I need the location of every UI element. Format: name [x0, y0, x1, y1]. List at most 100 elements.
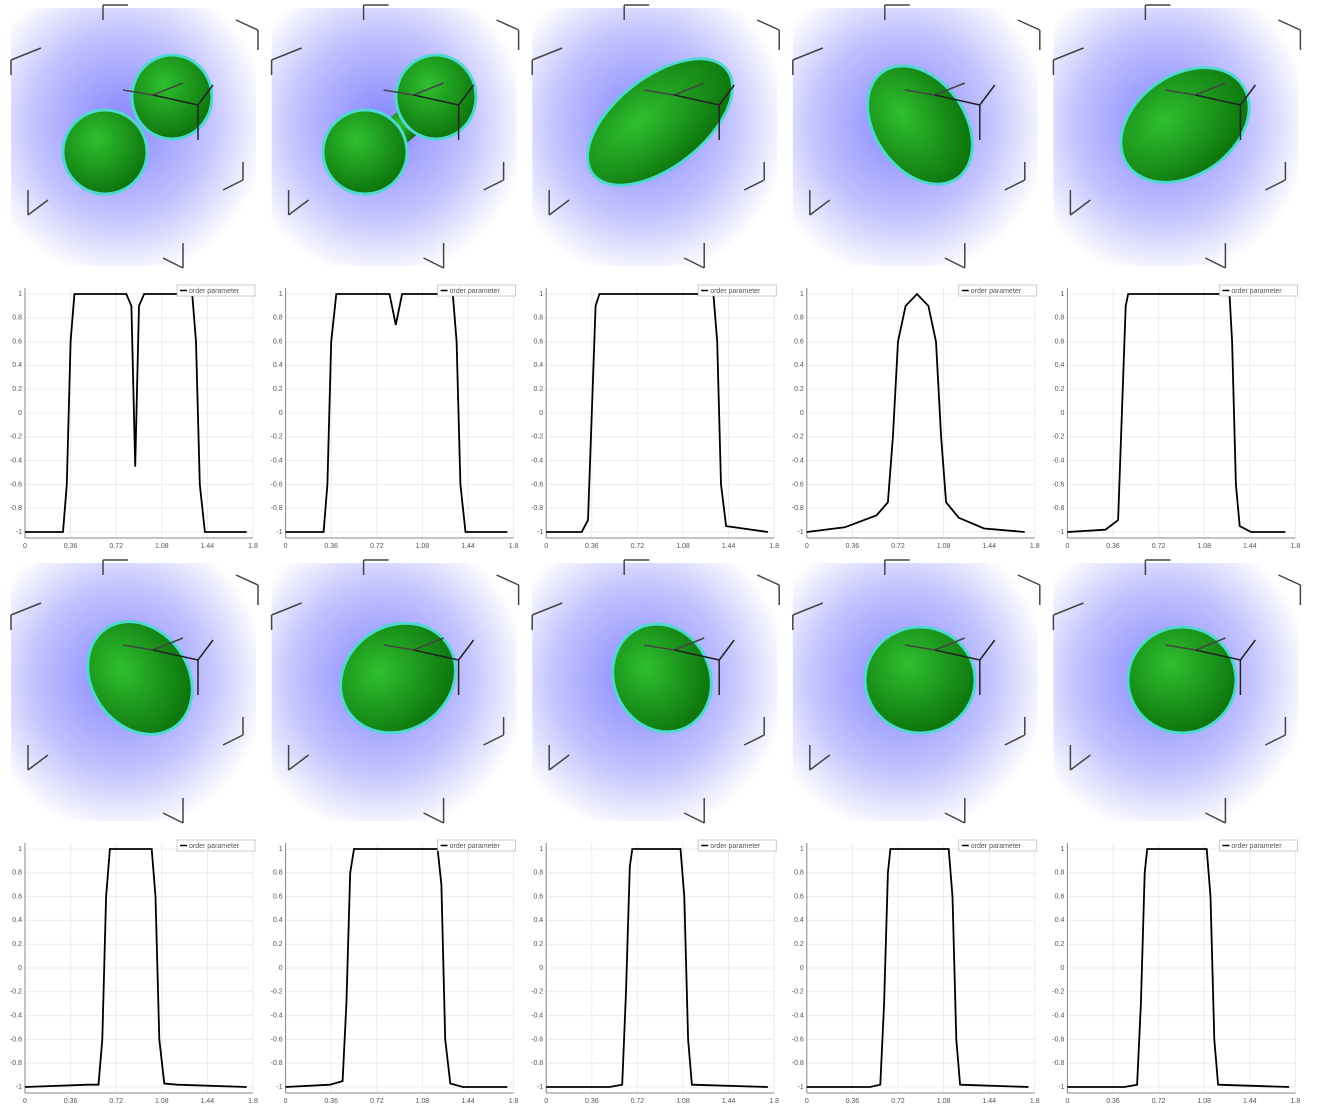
- legend-label: order parameter: [189, 288, 240, 295]
- x-tick-label: 1.44: [1243, 1098, 1257, 1105]
- y-tick-label: 0.2: [12, 386, 22, 393]
- y-tick-label: -0.4: [792, 457, 804, 464]
- x-tick-label: 1.44: [1243, 543, 1257, 550]
- y-tick-label: -0.8: [531, 505, 543, 512]
- x-tick-label: 0.72: [631, 543, 645, 550]
- y-tick-label: 1: [800, 846, 804, 853]
- y-tick-label: 0.4: [273, 917, 283, 924]
- x-tick-label: 1.08: [937, 1098, 951, 1105]
- y-tick-label: 0.2: [12, 941, 22, 948]
- y-tick-label: -0.2: [1052, 434, 1064, 441]
- legend-label: order parameter: [971, 843, 1022, 850]
- legend-label: order parameter: [189, 843, 240, 850]
- x-tick-label: 0.72: [891, 543, 905, 550]
- y-tick-label: -1: [798, 529, 804, 536]
- x-tick-label: 0: [23, 543, 27, 550]
- x-tick-label: 1.08: [155, 1098, 169, 1105]
- y-tick-label: -0.2: [271, 434, 283, 441]
- y-tick-label: 0.6: [273, 338, 283, 345]
- x-tick-label: 1.8: [509, 543, 519, 550]
- y-tick-label: -0.8: [10, 505, 22, 512]
- y-tick-label: 0.6: [1055, 338, 1065, 345]
- y-tick-label: -0.8: [1052, 505, 1064, 512]
- y-tick-label: -0.6: [10, 481, 22, 488]
- y-tick-label: -0.8: [792, 505, 804, 512]
- y-tick-label: 0.6: [12, 893, 22, 900]
- y-tick-label: 1: [18, 846, 22, 853]
- y-tick-label: -0.4: [271, 457, 283, 464]
- y-tick-label: 0: [1060, 410, 1064, 417]
- x-tick-label: 1.08: [676, 543, 690, 550]
- y-tick-label: -0.2: [531, 989, 543, 996]
- x-tick-label: 0: [1065, 1098, 1069, 1105]
- y-tick-label: -0.2: [792, 434, 804, 441]
- x-tick-label: 0.36: [1106, 543, 1120, 550]
- y-tick-label: -0.8: [1052, 1060, 1064, 1067]
- y-tick-label: -0.2: [531, 434, 543, 441]
- x-tick-label: 1.8: [1030, 1098, 1040, 1105]
- y-tick-label: 0.8: [12, 870, 22, 877]
- y-tick-label: -0.6: [531, 481, 543, 488]
- y-tick-label: -0.8: [531, 1060, 543, 1067]
- y-tick-label: 0.2: [794, 386, 804, 393]
- x-tick-label: 0: [284, 1098, 288, 1105]
- droplet: [865, 627, 975, 733]
- y-tick-label: -0.8: [792, 1060, 804, 1067]
- y-tick-label: 0.2: [273, 386, 283, 393]
- y-tick-label: -0.2: [10, 434, 22, 441]
- legend-label: order parameter: [450, 843, 501, 850]
- x-tick-label: 0.36: [846, 1098, 860, 1105]
- x-tick-label: 1.08: [155, 543, 169, 550]
- x-tick-label: 0.72: [109, 1098, 123, 1105]
- y-tick-label: -0.6: [1052, 1036, 1064, 1043]
- x-tick-label: 0.72: [370, 1098, 384, 1105]
- y-tick-label: -0.4: [792, 1012, 804, 1019]
- x-tick-label: 0: [544, 1098, 548, 1105]
- x-tick-label: 0: [23, 1098, 27, 1105]
- droplet: [1128, 627, 1236, 733]
- y-tick-label: 0: [800, 965, 804, 972]
- y-tick-label: 0.4: [1055, 362, 1065, 369]
- y-tick-label: 0.8: [1055, 870, 1065, 877]
- y-tick-label: 0.4: [273, 362, 283, 369]
- x-tick-label: 0.72: [109, 543, 123, 550]
- y-tick-label: 0.4: [12, 362, 22, 369]
- x-tick-label: 0.36: [64, 543, 78, 550]
- x-tick-label: 1.44: [201, 1098, 215, 1105]
- y-tick-label: 0: [1060, 965, 1064, 972]
- y-tick-label: 0.4: [533, 362, 543, 369]
- x-tick-label: 1.8: [1291, 1098, 1301, 1105]
- y-tick-label: -0.4: [10, 457, 22, 464]
- x-tick-label: 1.08: [416, 1098, 430, 1105]
- y-tick-label: 0: [539, 965, 543, 972]
- y-tick-label: 0: [18, 410, 22, 417]
- y-tick-label: -0.6: [10, 1036, 22, 1043]
- x-tick-label: 1.08: [1197, 1098, 1211, 1105]
- y-tick-label: 0: [539, 410, 543, 417]
- droplet: [63, 110, 147, 194]
- x-tick-label: 0: [544, 543, 548, 550]
- x-tick-label: 0.36: [585, 1098, 599, 1105]
- y-tick-label: 0.2: [533, 941, 543, 948]
- x-tick-label: 1.8: [769, 543, 779, 550]
- y-tick-label: 0.4: [533, 917, 543, 924]
- x-tick-label: 0.72: [891, 1098, 905, 1105]
- y-tick-label: -0.4: [531, 457, 543, 464]
- x-tick-label: 0.36: [324, 1098, 338, 1105]
- y-tick-label: 0.6: [794, 893, 804, 900]
- y-tick-label: -1: [537, 529, 543, 536]
- x-tick-label: 0: [805, 543, 809, 550]
- x-tick-label: 1.44: [461, 1098, 475, 1105]
- y-tick-label: -1: [798, 1084, 804, 1091]
- y-tick-label: -1: [276, 529, 282, 536]
- x-tick-label: 1.44: [201, 543, 215, 550]
- y-tick-label: -0.4: [1052, 457, 1064, 464]
- y-tick-label: -0.2: [1052, 989, 1064, 996]
- y-tick-label: 0.2: [1055, 941, 1065, 948]
- x-tick-label: 1.08: [676, 1098, 690, 1105]
- y-tick-label: 1: [279, 846, 283, 853]
- y-tick-label: -0.4: [271, 1012, 283, 1019]
- y-tick-label: -0.8: [271, 1060, 283, 1067]
- x-tick-label: 0: [1065, 543, 1069, 550]
- y-tick-label: 1: [279, 291, 283, 298]
